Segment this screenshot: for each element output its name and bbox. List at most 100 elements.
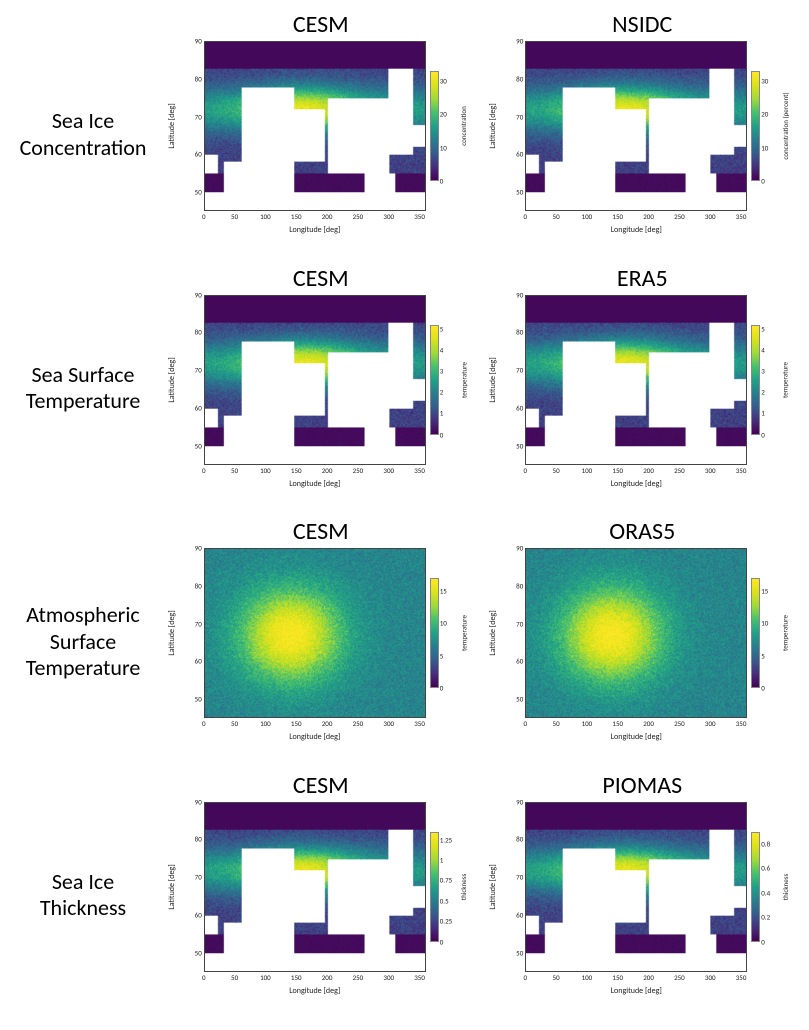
x-tick: 350 xyxy=(736,212,747,221)
colorbar-tick: 20 xyxy=(440,110,447,119)
x-tick: 0 xyxy=(202,973,206,982)
x-tick: 200 xyxy=(643,212,654,221)
colorbar-tick: 30 xyxy=(761,77,768,86)
heatmap xyxy=(525,295,747,465)
plot: Latitude [deg]50607080900501001502002503… xyxy=(176,41,466,236)
y-tick: 90 xyxy=(516,37,523,46)
colorbar: 012345temperature xyxy=(747,295,783,465)
x-tick: 250 xyxy=(674,719,685,728)
x-tick: 200 xyxy=(643,466,654,475)
y-axis-label: Latitude [deg] xyxy=(167,864,177,909)
y-axis-label: Latitude [deg] xyxy=(167,357,177,402)
x-tick: 250 xyxy=(353,719,364,728)
x-axis: 050100150200250300350Longitude [deg] xyxy=(525,972,747,997)
colorbar-tick: 4 xyxy=(761,345,765,354)
y-tick: 90 xyxy=(195,37,202,46)
colorbar-tick: 15 xyxy=(761,586,768,595)
colorbar-tick: 0.8 xyxy=(761,839,770,848)
colorbar-tick: 5 xyxy=(761,651,765,660)
y-tick: 50 xyxy=(516,695,523,704)
y-tick: 50 xyxy=(516,188,523,197)
x-tick: 100 xyxy=(260,973,271,982)
y-tick: 70 xyxy=(516,873,523,882)
x-tick: 350 xyxy=(414,212,425,221)
x-axis-label: Longitude [deg] xyxy=(611,986,662,996)
y-tick: 90 xyxy=(516,544,523,553)
colorbar-tick: 5 xyxy=(440,324,444,333)
x-tick: 0 xyxy=(523,212,527,221)
heatmap xyxy=(204,41,426,211)
x-tick: 150 xyxy=(291,212,302,221)
y-tick: 70 xyxy=(516,619,523,628)
colorbar-tick: 0.4 xyxy=(761,888,770,897)
x-tick: 300 xyxy=(383,466,394,475)
x-tick: 200 xyxy=(322,973,333,982)
colorbar-tick: 10 xyxy=(761,619,768,628)
colorbar-label: temperature xyxy=(459,615,468,651)
x-tick: 300 xyxy=(705,719,716,728)
x-axis: 050100150200250300350Longitude [deg] xyxy=(204,465,426,490)
x-tick: 350 xyxy=(414,973,425,982)
colorbar-tick: 0 xyxy=(440,430,444,439)
x-tick: 50 xyxy=(553,719,560,728)
colorbar-tick: 0 xyxy=(440,177,444,186)
y-tick: 70 xyxy=(195,366,202,375)
colorbar-label: temperature xyxy=(781,362,790,398)
colorbar-tick: 5 xyxy=(440,651,444,660)
x-tick: 0 xyxy=(202,212,206,221)
y-axis-label: Latitude [deg] xyxy=(167,610,177,655)
colorbar-tick: 2 xyxy=(761,388,765,397)
colorbar: 0102030concentration (percent) xyxy=(747,41,783,211)
x-tick: 250 xyxy=(674,973,685,982)
x-tick: 200 xyxy=(322,466,333,475)
x-tick: 0 xyxy=(202,719,206,728)
x-axis-label: Longitude [deg] xyxy=(289,225,340,235)
y-tick: 80 xyxy=(195,581,202,590)
y-axis: Latitude [deg]5060708090 xyxy=(497,802,525,972)
x-tick: 50 xyxy=(231,466,238,475)
colorbar: 0102030concentration xyxy=(426,41,462,211)
x-tick: 250 xyxy=(353,973,364,982)
x-tick: 300 xyxy=(705,212,716,221)
y-tick: 50 xyxy=(195,188,202,197)
x-tick: 50 xyxy=(231,973,238,982)
colorbar-label: temperature xyxy=(781,615,790,651)
panel-0-left: CESMLatitude [deg]5060708090050100150200… xyxy=(162,10,480,260)
y-tick: 50 xyxy=(195,948,202,957)
x-tick: 200 xyxy=(643,719,654,728)
y-axis: Latitude [deg]5060708090 xyxy=(176,802,204,972)
x-tick: 100 xyxy=(582,212,593,221)
panel-title: CESM xyxy=(293,10,349,39)
y-axis-label: Latitude [deg] xyxy=(488,357,498,402)
y-tick: 60 xyxy=(516,910,523,919)
x-axis: 050100150200250300350Longitude [deg] xyxy=(525,211,747,236)
panel-title: PIOMAS xyxy=(602,771,682,800)
y-tick: 50 xyxy=(195,441,202,450)
x-tick: 150 xyxy=(612,212,623,221)
colorbar-tick: 0.75 xyxy=(440,876,452,885)
x-tick: 150 xyxy=(612,719,623,728)
x-tick: 150 xyxy=(291,719,302,728)
y-tick: 60 xyxy=(516,403,523,412)
plot: Latitude [deg]50607080900501001502002503… xyxy=(176,802,466,997)
x-tick: 300 xyxy=(383,719,394,728)
x-tick: 300 xyxy=(705,466,716,475)
y-tick: 80 xyxy=(516,835,523,844)
y-tick: 70 xyxy=(195,112,202,121)
x-axis-label: Longitude [deg] xyxy=(289,479,340,489)
y-tick: 50 xyxy=(195,695,202,704)
y-axis: Latitude [deg]5060708090 xyxy=(497,295,525,465)
colorbar-tick: 0 xyxy=(440,937,444,946)
plot: Latitude [deg]50607080900501001502002503… xyxy=(497,802,787,997)
x-tick: 100 xyxy=(260,212,271,221)
plot: Latitude [deg]50607080900501001502002503… xyxy=(176,295,466,490)
y-tick: 60 xyxy=(195,657,202,666)
heatmap xyxy=(525,41,747,211)
x-axis: 050100150200250300350Longitude [deg] xyxy=(525,718,747,743)
x-axis: 050100150200250300350Longitude [deg] xyxy=(204,972,426,997)
colorbar-tick: 0.25 xyxy=(440,917,452,926)
heatmap xyxy=(525,802,747,972)
y-tick: 80 xyxy=(195,74,202,83)
colorbar-tick: 1.25 xyxy=(440,835,452,844)
x-tick: 350 xyxy=(736,466,747,475)
